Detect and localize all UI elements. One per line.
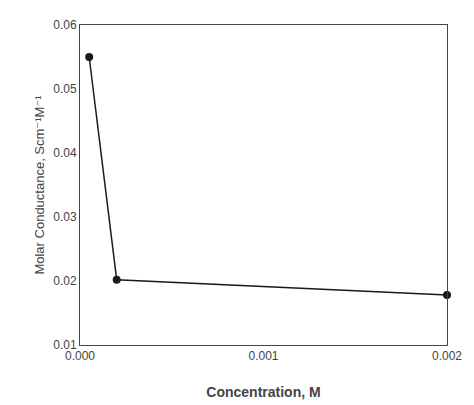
svg-text:0.002: 0.002 bbox=[432, 349, 462, 363]
svg-text:0.05: 0.05 bbox=[53, 82, 77, 96]
svg-text:0.000: 0.000 bbox=[65, 349, 95, 363]
svg-text:0.01: 0.01 bbox=[53, 338, 77, 352]
svg-text:0.04: 0.04 bbox=[53, 146, 77, 160]
svg-text:0.02: 0.02 bbox=[53, 274, 77, 288]
svg-text:Concentration, M: Concentration, M bbox=[206, 384, 320, 400]
svg-text:Molar Conductance, Scm⁻¹M⁻¹: Molar Conductance, Scm⁻¹M⁻¹ bbox=[32, 95, 47, 275]
svg-text:0.06: 0.06 bbox=[53, 18, 77, 32]
svg-text:0.001: 0.001 bbox=[248, 349, 278, 363]
svg-text:0.03: 0.03 bbox=[53, 210, 77, 224]
